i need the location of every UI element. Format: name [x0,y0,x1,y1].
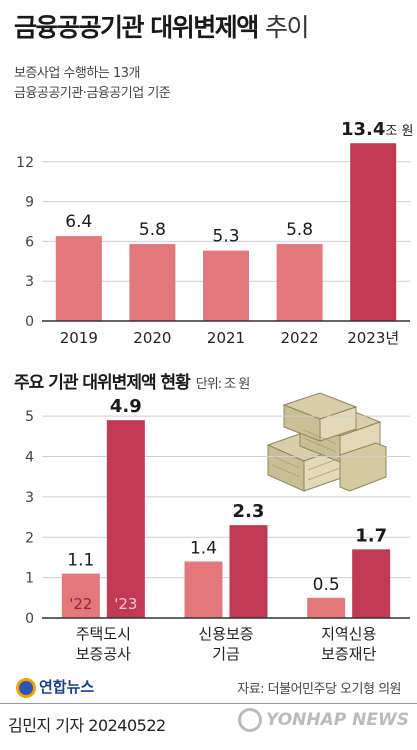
chart2-xtick-label: 주택도시 [76,625,131,643]
chart1-value-label: 6.4 [65,212,92,232]
footer-divider [0,703,417,704]
title-thin: 추이 [264,13,310,42]
chart1-value-label: 13.4조 원 [341,119,413,140]
chart2-bar [106,420,145,618]
chart1-bar [129,244,176,321]
chart2-ytick-label: 5 [25,409,34,425]
chart2-bar [61,573,100,618]
chart1-bar [55,236,102,321]
chart2-series-label: '22 [69,595,92,613]
chart2-bar [352,549,391,618]
chart2-series-label: '23 [114,595,137,613]
globe-icon [16,677,36,698]
chart1-ytick-label: 3 [25,274,34,290]
chart2-ytick-label: 1 [25,571,34,587]
chart2-xtick-label: 보증공사 [76,645,131,663]
chart2-value-label: 0.5 [313,575,340,595]
money-stack-icon [266,392,387,492]
author-date: 김민지 기자 20240522 [8,716,166,735]
logo-text: 연합뉴스 [39,678,95,696]
chart2-value-label: 1.4 [190,538,217,558]
section2-title-text: 주요 기관 대위변제액 현황 [14,373,191,393]
title-bold: 금융공공기관 대위변제액 [14,13,259,42]
chart2-bar [184,561,223,618]
chart1-ytick-label: 12 [16,155,34,171]
chart2-value-label: 1.7 [355,525,387,546]
chart2-ytick-label: 3 [25,490,34,506]
chart2-xtick-label: 보증재단 [321,645,376,663]
chart1-xtick-label: 2022 [281,329,319,347]
chart2-xtick-label: 신용보증 [198,625,253,643]
chart1-xtick-label: 2020 [133,329,171,347]
chart2-bar [229,525,268,618]
chart1-bar [350,143,397,321]
chart2-xtick-label: 지역신용 [321,625,376,643]
chart1-ytick-label: 6 [25,234,34,250]
chart2-ytick-label: 0 [25,611,34,627]
chart1-value-label: 5.8 [139,220,166,240]
yonhap-news-watermark: YONHAP NEWS [238,708,409,732]
yonhap-text: YONHAP NEWS [266,710,409,730]
chart1-bar [276,244,323,321]
page-title: 금융공공기관 대위변제액 추이 [14,8,310,44]
section2-unit: 단위: 조 원 [195,377,250,392]
chart1-value-label: 5.3 [212,227,239,247]
chart2-value-label: 2.3 [233,501,265,522]
chart2-ytick-label: 2 [25,530,34,546]
subtitle-line-1: 보증사업 수행하는 13개 [14,66,140,81]
yonhap-circle-icon [238,708,263,732]
chart1-xtick-label: 2023년 [347,329,399,347]
source-note: 자료: 더불어민주당 오기형 의원 [237,682,401,697]
yonhap-logo: 연합뉴스 [16,676,94,698]
chart2-xtick-label: 기금 [212,645,240,663]
chart1-value-label: 5.8 [286,220,313,240]
chart2-value-label: 4.9 [110,396,142,417]
chart2-ytick-label: 4 [25,450,34,466]
chart1-xtick-label: 2019 [60,329,98,347]
chart1-ytick-label: 9 [25,195,34,211]
chart1-xtick-label: 2021 [207,329,245,347]
section2-title: 주요 기관 대위변제액 현황 단위: 조 원 [14,368,250,393]
chart1-ytick-label: 0 [25,314,34,330]
subtitle-line-2: 금융공공기관·금융공기업 기준 [14,86,171,101]
chart1-bar [203,250,249,321]
chart2-value-label: 1.1 [67,551,94,571]
chart2-bar [307,597,346,618]
